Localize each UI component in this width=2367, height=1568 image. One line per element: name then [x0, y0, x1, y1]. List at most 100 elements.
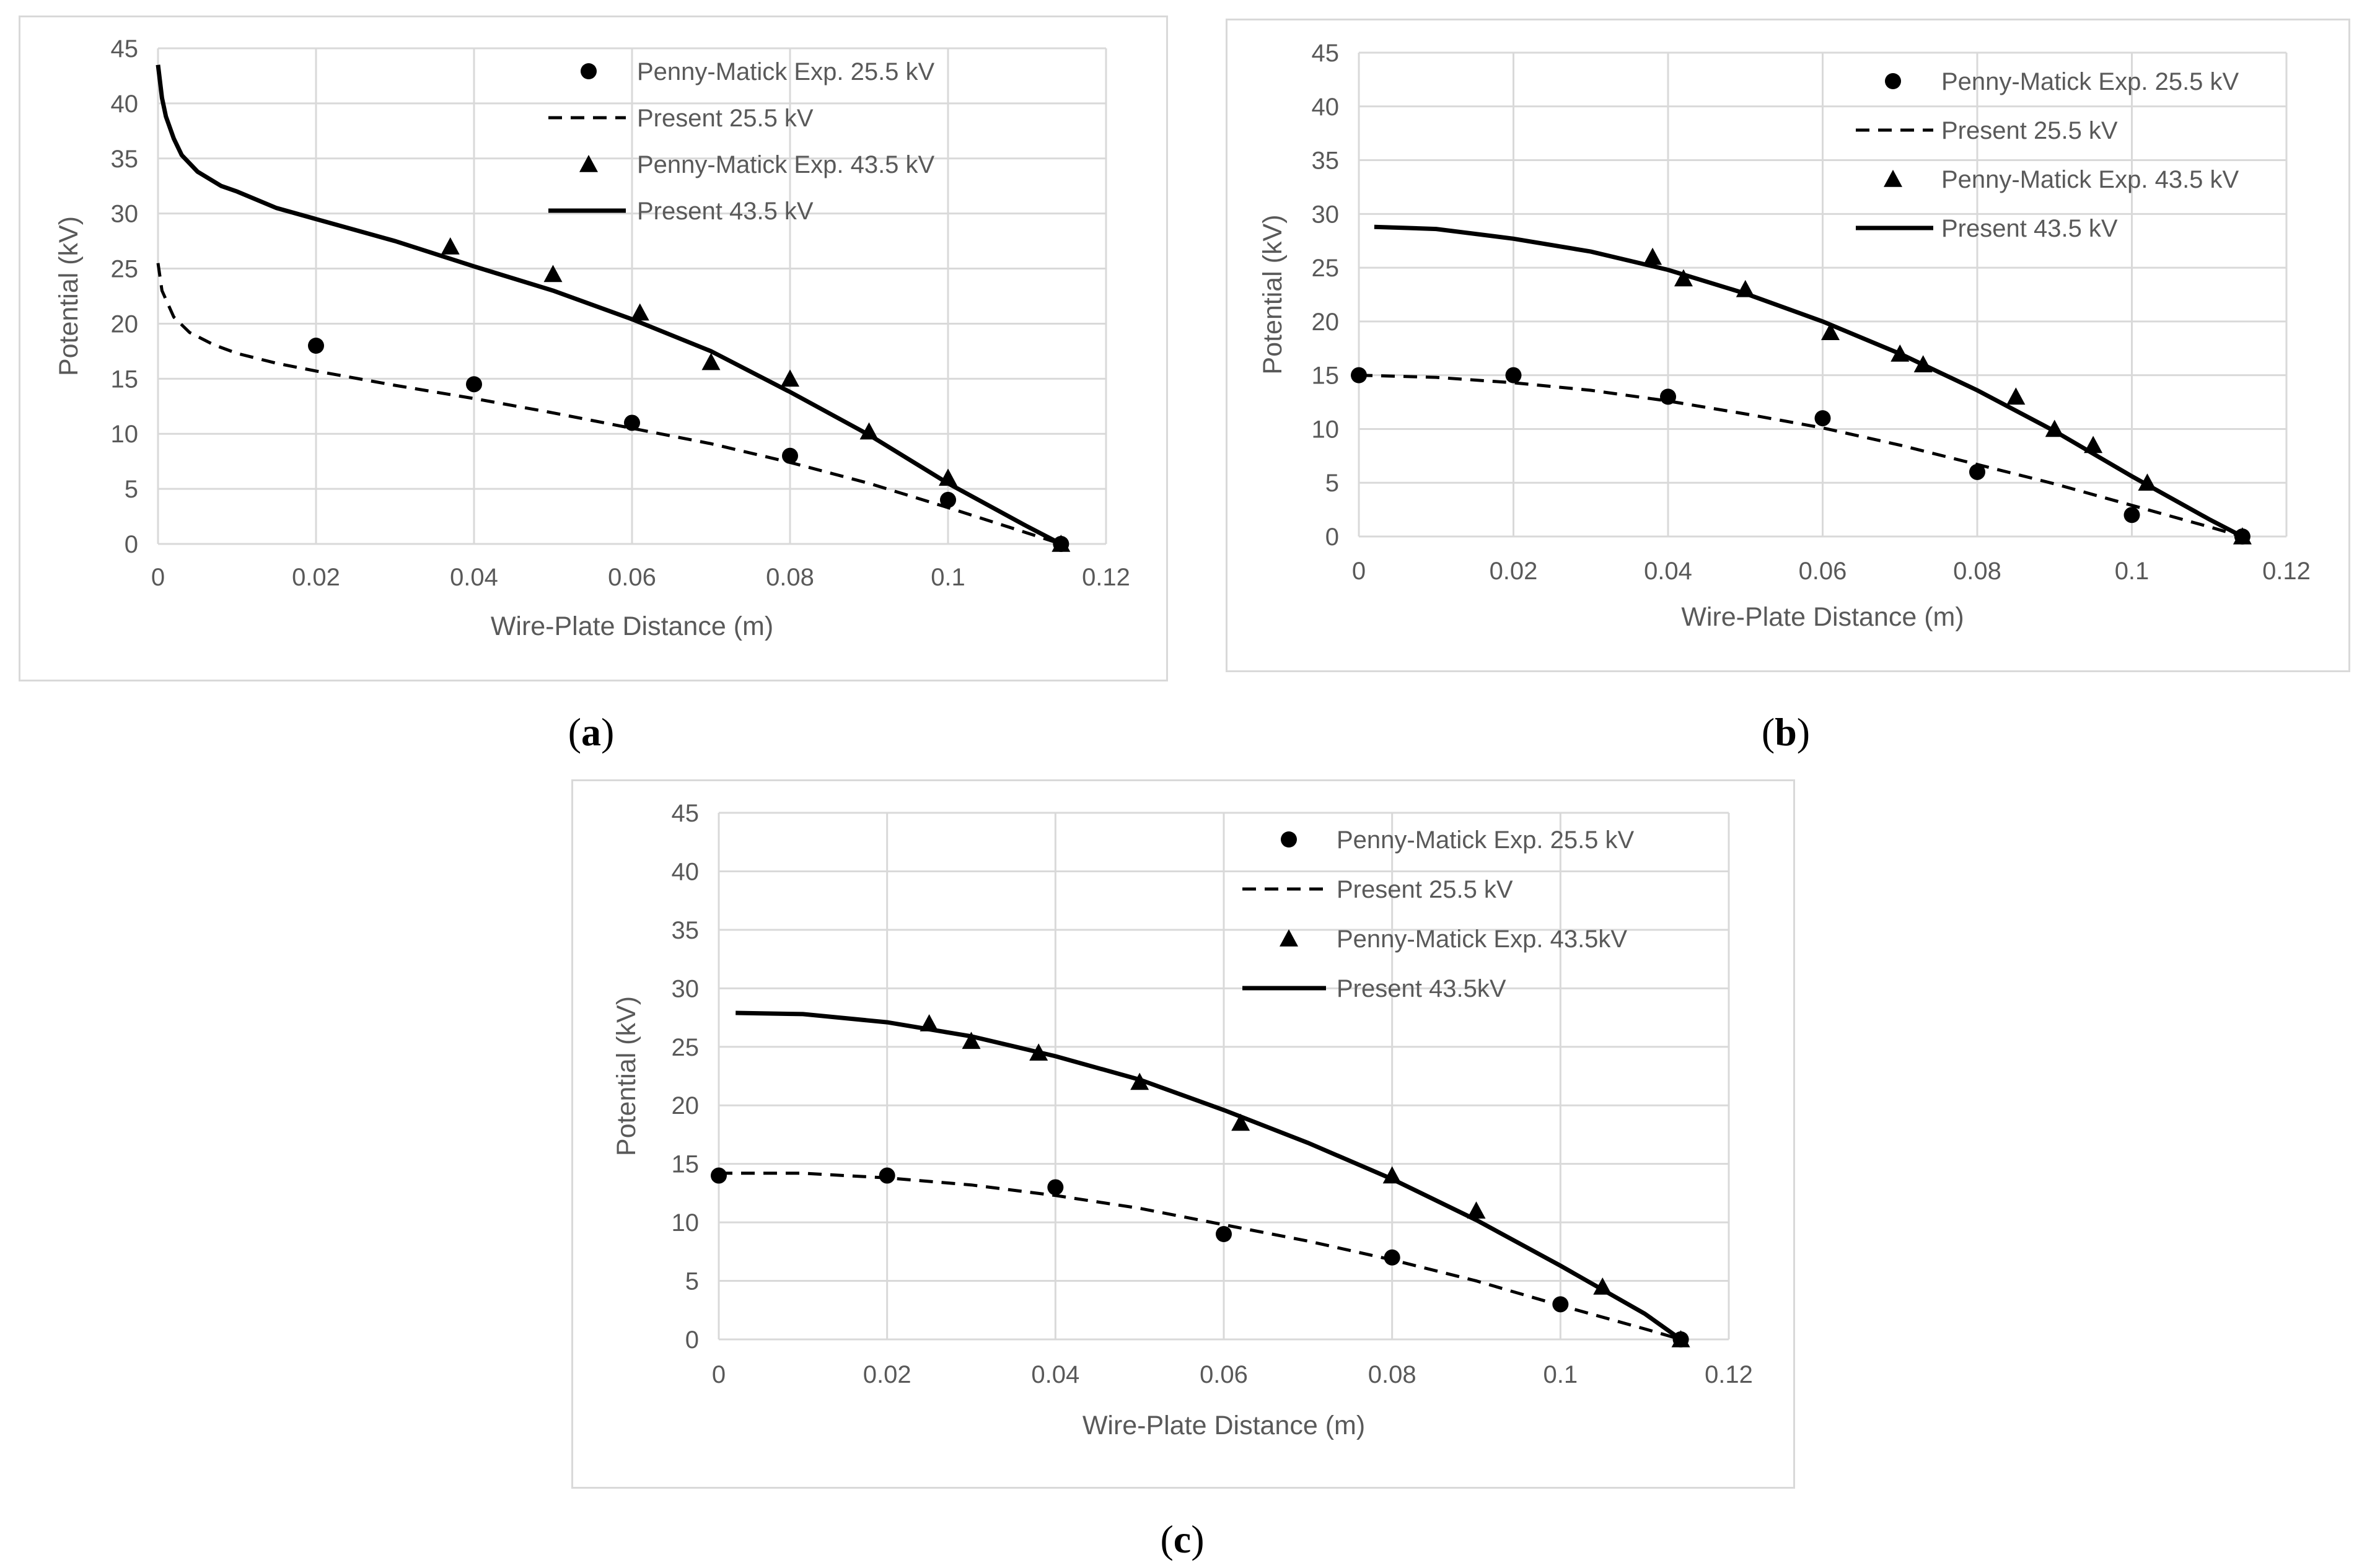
legend-marker-circle	[1885, 73, 1901, 89]
y-tick-label: 0	[1325, 523, 1339, 551]
x-tick-label: 0.12	[1705, 1361, 1753, 1388]
legend-label: Penny-Matick Exp. 25.5 kV	[1941, 68, 2239, 95]
data-point-triangle	[441, 237, 460, 255]
data-point-circle	[308, 338, 324, 354]
y-tick-label: 35	[672, 917, 700, 944]
data-point-circle	[782, 447, 798, 464]
x-axis-title: Wire-Plate Distance (m)	[1681, 602, 1964, 632]
legend-entry: Penny-Matick Exp. 25.5 kV	[1281, 826, 1635, 854]
data-point-triangle	[1674, 269, 1693, 287]
x-tick-label: 0.04	[1031, 1361, 1079, 1388]
data-point-triangle	[630, 303, 649, 321]
panel-label-c: (c)	[1120, 1517, 1244, 1562]
x-tick-label: 0.02	[863, 1361, 911, 1388]
panel-b-frame	[1226, 19, 2350, 672]
panel-c-frame	[571, 779, 1795, 1489]
data-point-triangle	[859, 422, 879, 440]
x-axis-title: Wire-Plate Distance (m)	[491, 611, 773, 641]
x-tick-label: 0.12	[2262, 558, 2311, 585]
series-line-solid	[156, 64, 1062, 546]
x-tick-label: 0.06	[1200, 1361, 1248, 1388]
legend-entry: Penny-Matick Exp. 43.5 kV	[579, 151, 935, 178]
panel-label-c-open: (	[1160, 1517, 1174, 1561]
x-tick-label: 0.1	[2115, 558, 2150, 585]
legend-label: Penny-Matick Exp. 25.5 kV	[637, 58, 935, 85]
legend-label: Penny-Matick Exp. 43.5kV	[1337, 926, 1627, 953]
data-point-triangle	[781, 369, 799, 387]
x-tick-label: 0	[151, 564, 165, 591]
x-tick-label: 0.08	[1953, 558, 2001, 585]
y-axis-title: Potential (kV)	[54, 216, 84, 376]
y-tick-label: 45	[111, 35, 139, 63]
y-tick-label: 0	[125, 531, 138, 558]
series-line	[719, 1172, 1682, 1341]
data-point-circle	[466, 376, 482, 393]
legend-label: Present 25.5 kV	[637, 105, 814, 132]
y-tick-label: 45	[672, 800, 700, 827]
x-tick-label: 0.12	[1082, 564, 1130, 591]
data-point-triangle	[1820, 323, 1840, 340]
legend-entry: Penny-Matick Exp. 25.5 kV	[1885, 68, 2239, 95]
series-marker-triangle	[920, 1014, 1690, 1347]
legend-label: Present 25.5 kV	[1337, 876, 1513, 903]
panel-label-a-close: )	[601, 710, 615, 754]
legend-entry: Penny-Matick Exp. 43.5kV	[1280, 926, 1627, 953]
y-tick-label: 20	[1312, 309, 1340, 336]
series-line-solid	[736, 1010, 1682, 1341]
series-line-dashed	[1358, 374, 2243, 538]
x-tick-label: 0.02	[1490, 558, 1538, 585]
data-point-circle	[1505, 367, 1522, 383]
legend-entry: Present 25.5 kV	[1856, 117, 2118, 144]
legend-label: Present 43.5kV	[1337, 975, 1506, 1002]
series-line	[156, 64, 1062, 546]
y-tick-label: 30	[1312, 201, 1340, 228]
data-point-circle	[711, 1167, 727, 1184]
data-point-circle	[1969, 463, 1985, 480]
legend-marker-triangle	[579, 155, 598, 172]
y-tick-label: 15	[111, 366, 139, 393]
series-line-solid	[1374, 224, 2244, 539]
series-marker-triangle	[441, 237, 1071, 552]
panel-label-b-open: (	[1761, 710, 1775, 754]
y-axis-title: Potential (kV)	[1258, 214, 1288, 374]
data-point-circle	[2123, 507, 2140, 523]
x-tick-label: 0.08	[766, 564, 814, 591]
y-tick-label: 35	[1312, 147, 1340, 175]
y-axis-title: Potential (kV)	[612, 996, 641, 1156]
legend-label: Present 43.5 kV	[637, 198, 814, 225]
data-point-triangle	[1643, 247, 1662, 265]
x-tick-label: 0.04	[450, 564, 498, 591]
panel-label-b-close: )	[1796, 710, 1811, 754]
y-tick-label: 30	[111, 201, 139, 228]
data-point-circle	[1047, 1179, 1064, 1196]
panel-label-c-letter: c	[1173, 1517, 1192, 1561]
x-tick-label: 0.06	[1799, 558, 1847, 585]
series-line-dashed	[156, 263, 1062, 546]
y-tick-label: 45	[1312, 40, 1340, 67]
y-tick-label: 25	[111, 256, 139, 283]
x-tick-label: 0.08	[1368, 1361, 1416, 1388]
x-tick-label: 0.06	[608, 564, 656, 591]
data-point-triangle	[962, 1031, 981, 1049]
y-tick-label: 25	[1312, 255, 1340, 282]
data-point-triangle	[1231, 1113, 1250, 1131]
legend-marker-circle	[581, 63, 597, 79]
data-point-circle	[940, 491, 956, 508]
data-point-circle	[1216, 1226, 1232, 1242]
panel-label-b: (b)	[1724, 709, 1848, 755]
y-tick-label: 40	[1312, 94, 1340, 121]
y-tick-label: 0	[685, 1326, 699, 1354]
legend-entry: Present 25.5 kV	[548, 105, 814, 132]
chart-panel-a: 0 5 10 15 20 25 30 35 40 45 0 0.02 0.04 0.06 0.08 0.1 0.…	[54, 35, 1130, 641]
legend-entry: Present 25.5 kV	[1242, 876, 1513, 903]
legend-label: Penny-Matick Exp. 25.5 kV	[1337, 826, 1635, 854]
data-point-circle	[1384, 1249, 1400, 1266]
data-point-circle	[624, 414, 640, 431]
panel-a-frame	[19, 15, 1168, 681]
x-axis-title: Wire-Plate Distance (m)	[1082, 1411, 1365, 1440]
x-tick-label: 0.1	[1544, 1361, 1578, 1388]
legend-label: Present 43.5 kV	[1941, 215, 2118, 242]
y-tick-label: 40	[672, 858, 700, 885]
series-line	[736, 1010, 1682, 1341]
series-line-dashed	[719, 1172, 1682, 1341]
